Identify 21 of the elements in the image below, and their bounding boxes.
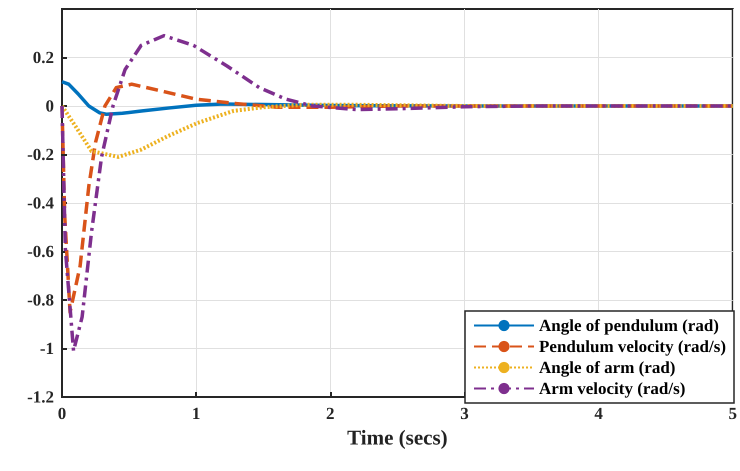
x-tick-label: 0 (58, 404, 66, 423)
y-tick-label: -0.2 (27, 145, 54, 164)
y-tick-label: -1.2 (27, 388, 54, 406)
y-tick-label: -0.8 (27, 290, 54, 310)
legend-label: Angle of pendulum (rad) (539, 316, 719, 335)
x-tick-label: 2 (326, 404, 335, 423)
line-series (60, 82, 734, 314)
x-tick-label: 3 (460, 404, 469, 423)
x-tick-label: 1 (192, 404, 200, 423)
y-tick-label: 0 (46, 96, 54, 116)
x-tick-label: 4 (594, 404, 604, 423)
line-series (60, 102, 735, 159)
legend-label: Pendulum velocity (rad/s) (539, 337, 726, 356)
y-tick-label: -0.6 (27, 242, 54, 261)
y-tick-label: -0.4 (27, 194, 54, 212)
y-tick-label: 0.2 (32, 48, 54, 67)
legend-label: Angle of arm (rad) (539, 358, 676, 377)
x-axis-title: Time (secs) (347, 425, 448, 450)
legend-label: Arm velocity (rad/s) (539, 379, 686, 398)
x-tick-label: 5 (728, 404, 737, 423)
y-tick-label: -1 (40, 339, 54, 358)
